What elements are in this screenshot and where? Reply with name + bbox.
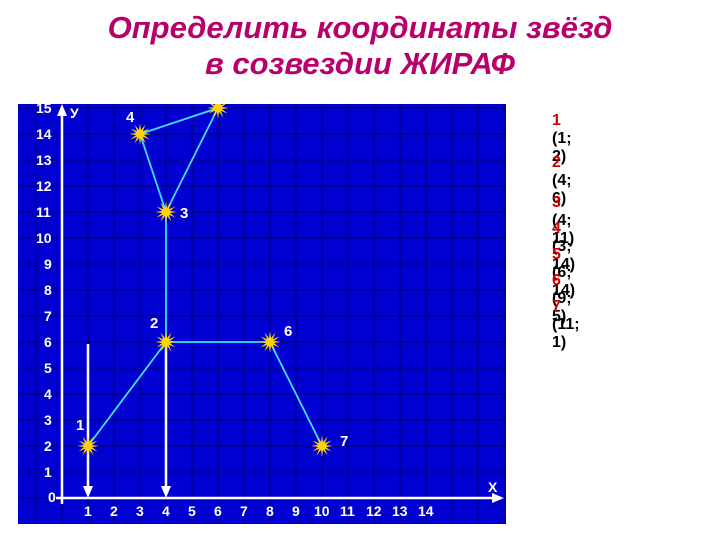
- coord-label: 6: [552, 272, 561, 289]
- x-tick: 1: [84, 503, 92, 519]
- y-tick: 12: [36, 178, 52, 194]
- y-tick: 8: [44, 282, 52, 298]
- x-tick: 11: [340, 503, 355, 519]
- coord-label: 4: [552, 220, 561, 237]
- x-tick: 4: [162, 503, 170, 519]
- coord-row-7: 7 (11; 1): [552, 298, 580, 352]
- point-label: 7: [340, 433, 348, 450]
- x-tick: 14: [418, 503, 434, 519]
- point-label: 6: [284, 323, 292, 340]
- y-tick: 15: [36, 104, 52, 116]
- point-label: 4: [126, 109, 135, 126]
- x-tick: 5: [188, 503, 196, 519]
- y-tick: 14: [36, 126, 52, 142]
- y-tick: 6: [44, 334, 52, 350]
- x-tick: 3: [136, 503, 144, 519]
- coord-label: 7: [552, 298, 561, 315]
- point-label: 3: [180, 205, 188, 222]
- x-tick: 2: [110, 503, 118, 519]
- x-tick: 10: [314, 503, 330, 519]
- y-tick: 4: [44, 386, 52, 402]
- coord-label: 3: [552, 194, 561, 211]
- x-tick: 7: [240, 503, 248, 519]
- constellation-chart: УХ01234567891011121314123456789101112131…: [18, 104, 506, 524]
- point-label: 1: [76, 417, 84, 434]
- y-tick: 10: [36, 230, 52, 246]
- page-title: Определить координаты звёзд в созвездии …: [0, 0, 720, 90]
- coord-value: (11; 1): [552, 316, 580, 351]
- x-tick: 13: [392, 503, 408, 519]
- y-tick: 5: [44, 360, 52, 376]
- x-tick: 6: [214, 503, 222, 519]
- y-tick: 13: [36, 152, 52, 168]
- origin-label: 0: [48, 489, 56, 505]
- x-axis-label: Х: [488, 479, 498, 495]
- y-tick: 11: [36, 204, 51, 220]
- chart-svg: УХ01234567891011121314123456789101112131…: [18, 104, 506, 524]
- x-tick: 12: [366, 503, 382, 519]
- coord-label: 5: [552, 246, 561, 263]
- y-tick: 9: [44, 256, 52, 272]
- y-tick: 2: [44, 438, 52, 454]
- title-line2: в созвездии ЖИРАФ: [20, 46, 700, 82]
- coord-label: 2: [552, 154, 561, 171]
- y-tick: 7: [44, 308, 52, 324]
- y-tick: 3: [44, 412, 52, 428]
- chart-background: [18, 104, 506, 524]
- y-axis-label: У: [70, 105, 79, 121]
- x-tick: 8: [266, 503, 274, 519]
- y-tick: 1: [44, 464, 52, 480]
- point-label: 2: [150, 315, 158, 332]
- title-line1: Определить координаты звёзд: [20, 10, 700, 46]
- coord-label: 1: [552, 112, 561, 129]
- x-tick: 9: [292, 503, 300, 519]
